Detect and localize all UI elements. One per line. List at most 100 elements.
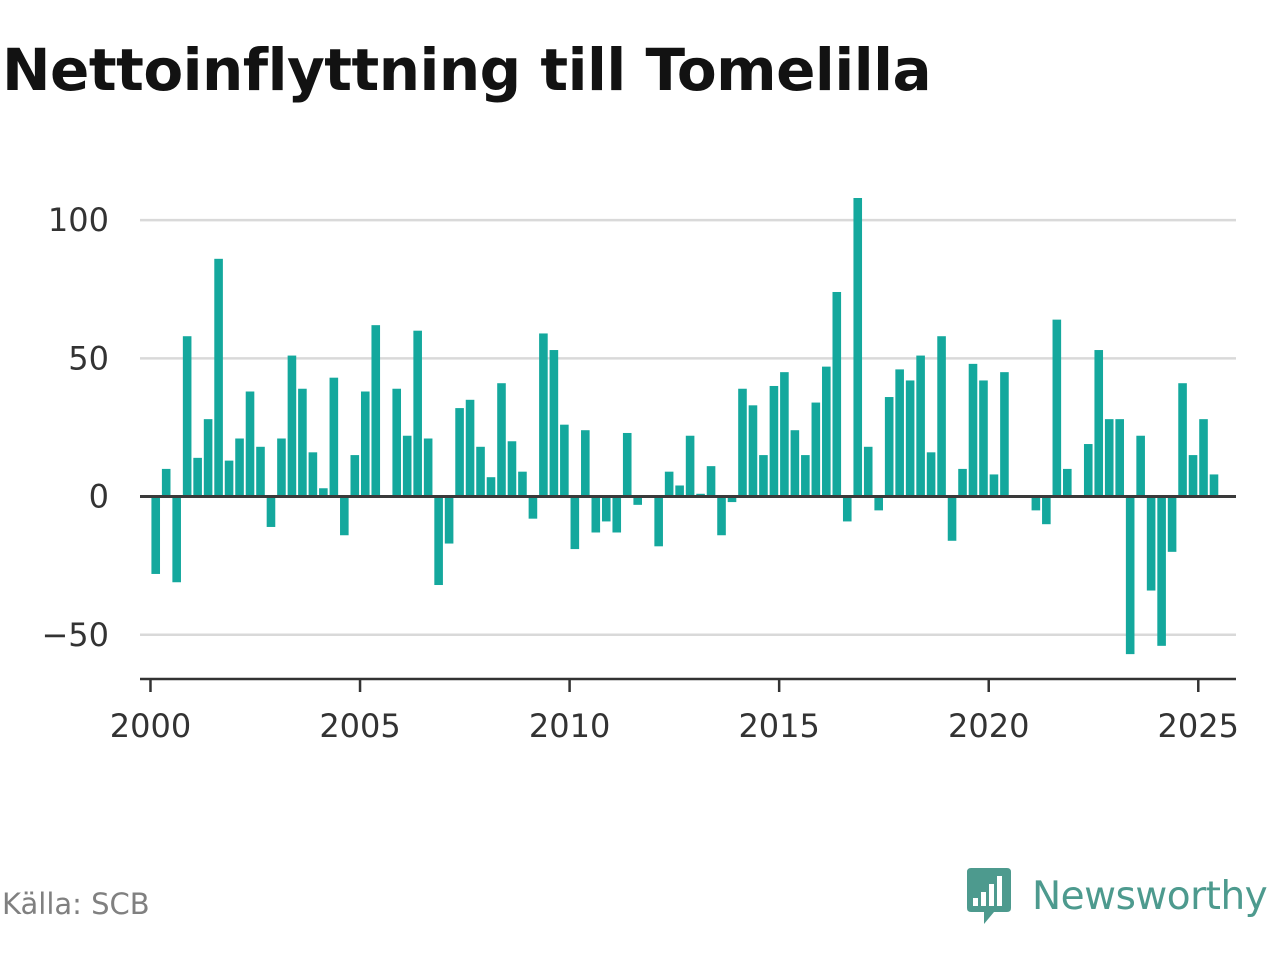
bar bbox=[486, 477, 496, 497]
bar bbox=[989, 474, 999, 497]
bar bbox=[235, 438, 244, 497]
x-tick-label: 2000 bbox=[110, 707, 191, 745]
bar bbox=[1199, 419, 1208, 497]
bar bbox=[853, 198, 863, 497]
bar bbox=[979, 380, 988, 497]
bar bbox=[654, 496, 663, 547]
bar bbox=[1125, 496, 1135, 655]
y-tick-label: 100 bbox=[48, 201, 109, 239]
y-tick-label: 50 bbox=[68, 339, 109, 377]
bar bbox=[1157, 496, 1166, 646]
bar bbox=[360, 391, 370, 497]
bar bbox=[298, 388, 307, 497]
bar bbox=[874, 496, 883, 511]
bar bbox=[581, 430, 590, 497]
bar bbox=[1042, 496, 1051, 525]
bar bbox=[287, 355, 297, 497]
bar bbox=[245, 391, 255, 497]
bar bbox=[601, 496, 611, 522]
bar bbox=[266, 496, 276, 527]
bar bbox=[769, 385, 779, 497]
bar bbox=[528, 496, 538, 519]
bar bbox=[884, 397, 894, 497]
bar bbox=[633, 496, 643, 505]
bar bbox=[570, 496, 580, 550]
bar bbox=[822, 366, 831, 497]
bar bbox=[308, 452, 318, 497]
bar bbox=[434, 496, 443, 586]
bar bbox=[413, 330, 422, 497]
bar bbox=[214, 258, 223, 497]
bar bbox=[193, 457, 202, 497]
bar bbox=[1136, 435, 1145, 497]
bar bbox=[759, 455, 768, 497]
bar bbox=[706, 466, 716, 497]
bar bbox=[780, 372, 789, 497]
bar bbox=[172, 496, 181, 583]
bar bbox=[476, 446, 485, 497]
bar bbox=[1188, 455, 1198, 497]
y-tick-label: −50 bbox=[41, 616, 109, 654]
bar bbox=[916, 355, 925, 497]
bar bbox=[1063, 468, 1072, 497]
bar bbox=[319, 488, 328, 497]
bar bbox=[1094, 350, 1104, 497]
bar bbox=[392, 388, 402, 497]
source-note: Källa: SCB bbox=[2, 887, 150, 921]
bar bbox=[926, 452, 936, 497]
bar bbox=[958, 468, 967, 497]
bar bbox=[612, 496, 622, 533]
bar bbox=[727, 496, 737, 503]
bar bbox=[518, 471, 527, 497]
brand-name: Newsworthy bbox=[1032, 873, 1268, 919]
bar bbox=[340, 496, 349, 536]
bar bbox=[350, 455, 360, 497]
bar bbox=[664, 471, 674, 497]
bar bbox=[465, 399, 475, 497]
chart-title: Nettoinflyttning till Tomelilla bbox=[2, 36, 932, 104]
bar bbox=[937, 336, 946, 497]
x-tick-label: 2020 bbox=[948, 707, 1029, 745]
bar bbox=[790, 430, 800, 497]
brand-logo[interactable]: Newsworthy bbox=[964, 866, 1268, 926]
bar bbox=[1167, 496, 1177, 552]
bar bbox=[507, 441, 517, 497]
bar bbox=[497, 383, 506, 497]
bar bbox=[811, 402, 821, 497]
y-tick-labels: 100 50 0 −50 bbox=[41, 201, 109, 654]
bar bbox=[675, 485, 684, 497]
bar bbox=[256, 446, 265, 497]
bar bbox=[161, 468, 171, 497]
bar bbox=[539, 333, 548, 497]
x-tick-label: 2025 bbox=[1158, 707, 1239, 745]
bar bbox=[423, 438, 433, 497]
bar bbox=[622, 432, 632, 497]
bar bbox=[371, 325, 381, 497]
bar bbox=[832, 291, 842, 497]
bar bbox=[224, 460, 234, 497]
bar bbox=[1000, 372, 1009, 497]
bar bbox=[1104, 419, 1114, 497]
bar bbox=[402, 435, 412, 497]
bar bbox=[560, 424, 569, 497]
bar bbox=[1083, 444, 1093, 497]
bar bbox=[455, 408, 464, 497]
bar bbox=[329, 377, 339, 497]
bar bbox=[549, 350, 559, 497]
bar bbox=[738, 388, 747, 497]
x-tick-label: 2005 bbox=[319, 707, 400, 745]
x-tick-label: 2015 bbox=[738, 707, 819, 745]
newsworthy-logo-icon bbox=[967, 868, 1011, 924]
bar bbox=[968, 363, 978, 497]
y-tick-label: 0 bbox=[89, 478, 109, 516]
bar bbox=[591, 496, 601, 533]
bar bbox=[717, 496, 726, 536]
bar-series bbox=[151, 198, 1219, 655]
bar bbox=[1146, 496, 1156, 591]
axes bbox=[140, 495, 1236, 692]
bar bbox=[182, 336, 192, 497]
bar bbox=[1178, 383, 1187, 497]
bar bbox=[895, 369, 904, 497]
bar bbox=[1031, 496, 1041, 511]
